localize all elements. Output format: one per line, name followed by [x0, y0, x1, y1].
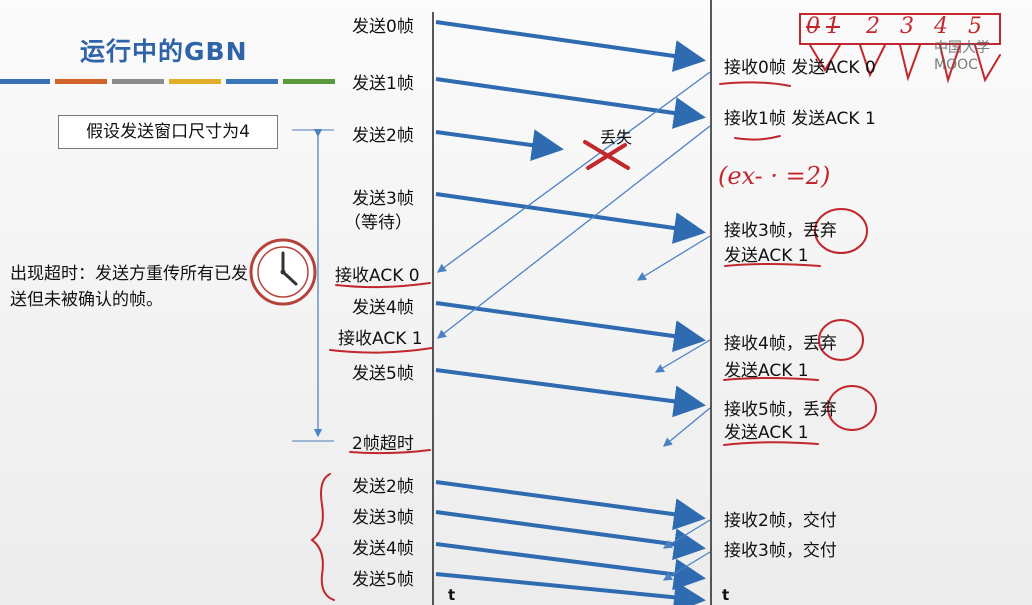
window-box — [799, 13, 1001, 45]
slide-title: 运行中的GBN — [80, 37, 248, 66]
handwritten-annotations — [310, 13, 1001, 601]
window-size-assumption: 假设发送窗口尺寸为4 — [58, 115, 278, 149]
sender-event: 发送4帧 — [352, 539, 414, 559]
timeout-bracket — [292, 128, 334, 442]
frame-2-arrow-lost — [435, 129, 564, 162]
color-bar-6 — [283, 79, 335, 84]
sender-event: 发送2帧 — [352, 126, 414, 146]
receiver-event: 接收0帧 发送ACK 0 — [724, 58, 876, 78]
sender-event: 发送3帧 — [352, 189, 414, 209]
receiver-event: 接收2帧，交付 — [724, 511, 837, 531]
sender-time-label: t — [448, 586, 455, 604]
resend-frame-2-arrow — [435, 480, 706, 531]
lost-cross-mark — [583, 140, 630, 170]
window-ticks — [809, 44, 1001, 84]
receiver-event: 接收1帧 发送ACK 1 — [724, 109, 876, 129]
frame-arrows — [435, 20, 706, 605]
resend-frame-4-arrow — [435, 542, 706, 591]
ack-1-dup-arrow-1 — [636, 235, 711, 281]
frame-4-arrow — [435, 301, 706, 352]
window-slot: 3 — [900, 14, 914, 39]
color-bar-3 — [112, 79, 164, 84]
sender-event: 接收ACK 1 — [338, 329, 423, 349]
sender-event: 接收ACK 0 — [335, 266, 420, 286]
receiver-event: 接收3帧，交付 — [724, 541, 837, 561]
circle-discard-2 — [818, 319, 864, 361]
watermark: 中国大学MOOC — [934, 40, 990, 73]
underline-ack1-a — [724, 263, 821, 267]
sender-event: 发送3帧 — [352, 508, 414, 528]
resend-frame-5-arrow — [435, 572, 706, 605]
brace-resend — [310, 473, 335, 601]
window-slot: 1 — [826, 14, 840, 39]
ack-0-arrow — [436, 71, 711, 273]
circle-discard-1 — [814, 208, 868, 254]
color-bar-5 — [226, 79, 278, 84]
clock-icon — [249, 238, 317, 306]
sender-event: 发送4帧 — [352, 298, 414, 318]
receiver-event: 发送ACK 1 — [724, 246, 809, 266]
sender-event: 发送5帧 — [352, 364, 414, 384]
ack-1-dup-arrow-2 — [654, 339, 711, 373]
ack-2-arrow — [662, 519, 711, 549]
sender-event: 发送1帧 — [352, 74, 414, 94]
receiver-event: 接收3帧，丢弃 — [724, 221, 837, 241]
underline-timeout — [349, 449, 431, 455]
receiver-event: 发送ACK 1 — [724, 423, 809, 443]
color-bar-4 — [169, 79, 221, 84]
resend-frame-3-arrow — [435, 510, 706, 561]
underline-recv0 — [719, 81, 791, 87]
underline-ack0 — [335, 282, 431, 289]
receiver-event: 接收5帧，丢弃 — [724, 400, 837, 420]
window-slot: 5 — [968, 14, 982, 39]
underline-ack1 — [329, 347, 433, 354]
window-slot: 0 — [806, 14, 820, 39]
frame-3-arrow — [435, 192, 706, 244]
ack-1-arrow — [436, 125, 711, 339]
receiver-event: 发送ACK 1 — [724, 361, 809, 381]
sender-event: 发送0帧 — [352, 17, 414, 37]
window-slot: 2 — [866, 14, 880, 39]
receiver-event: 接收4帧，丢弃 — [724, 334, 837, 354]
color-bar-2 — [55, 79, 107, 84]
ack-3-arrow — [662, 551, 711, 581]
frame-5-arrow — [435, 368, 706, 418]
handwritten-note: (ex- · =2) — [718, 162, 831, 190]
underline-ack1-c — [723, 441, 819, 446]
sender-event: 发送2帧 — [352, 477, 414, 497]
sender-event: （等待） — [344, 213, 412, 233]
window-slot: 4 — [934, 14, 948, 39]
color-bar-1 — [0, 79, 50, 84]
circle-discard-3 — [827, 385, 877, 431]
receiver-time-label: t — [722, 586, 729, 604]
timeout-note: 出现超时：发送方重传所有已发送但未被确认的帧。 — [10, 264, 248, 310]
sender-event: 2帧超时 — [352, 434, 414, 454]
underline-ack1-b — [723, 377, 819, 381]
lost-label: 丢失 — [600, 128, 633, 147]
ack-1-dup-arrow-3 — [662, 407, 711, 447]
sender-event: 发送5帧 — [352, 570, 414, 590]
frame-0-arrow — [435, 20, 706, 72]
underline-recv1 — [734, 135, 781, 141]
ack-arrows — [436, 71, 711, 581]
frame-1-arrow — [435, 77, 706, 129]
